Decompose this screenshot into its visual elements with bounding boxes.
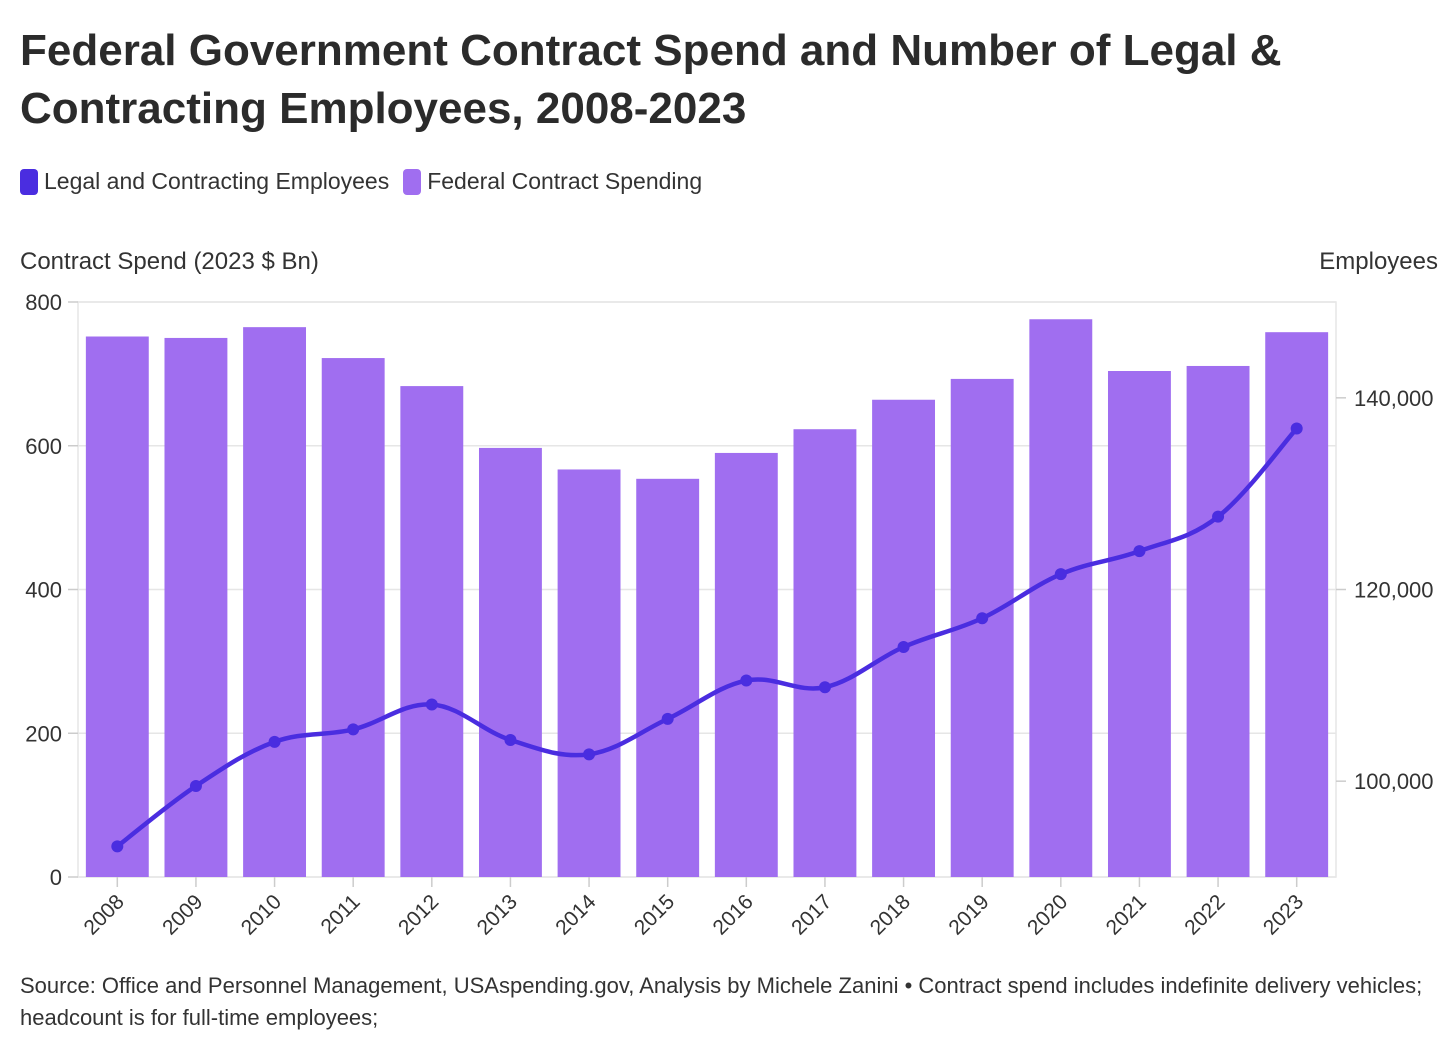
legend-label-employees: Legal and Contracting Employees (44, 168, 390, 194)
x-tick-label: 2009 (158, 890, 207, 939)
x-tick-label: 2008 (80, 890, 129, 939)
y-axis-title-right: Employees (1319, 248, 1438, 275)
x-tick-label: 2016 (709, 890, 758, 939)
x-tick-label: 2023 (1259, 890, 1308, 939)
employees-point-2016 (740, 674, 753, 687)
employees-point-2023 (1290, 422, 1303, 435)
bar-2021 (1107, 371, 1171, 877)
employees-point-2009 (189, 779, 202, 792)
x-tick-label: 2015 (630, 890, 679, 939)
bar-2022 (1186, 365, 1250, 877)
bar-2008 (85, 336, 149, 877)
employees-point-2018 (897, 641, 910, 653)
x-tick-label: 2020 (1023, 890, 1072, 939)
employees-point-2008 (111, 840, 124, 853)
y2-tick-label: 100,000 (1354, 769, 1434, 794)
y-axis-title-left: Contract Spend (2023 $ Bn) (20, 248, 319, 275)
employees-point-2021 (1133, 545, 1146, 558)
employees-point-2015 (661, 712, 674, 725)
employees-point-2011 (347, 723, 360, 736)
x-tick-label: 2019 (944, 890, 993, 939)
legend-swatch-spending (403, 168, 422, 195)
employees-point-2019 (976, 612, 989, 625)
x-tick-label: 2022 (1180, 890, 1229, 939)
legend-item-spending[interactable]: Federal Contract Spending (403, 168, 702, 195)
y-tick-label: 600 (25, 434, 62, 459)
x-tick-label: 2012 (394, 890, 443, 939)
bar-2014 (557, 469, 621, 877)
bar-2012 (400, 386, 464, 877)
bar-2011 (321, 358, 385, 877)
y2-tick-label: 120,000 (1354, 578, 1434, 603)
x-tick-label: 2021 (1102, 890, 1151, 939)
source-note: Source: Office and Personnel Management,… (20, 973, 1423, 1030)
bar-2020 (1029, 319, 1093, 877)
employees-point-2022 (1212, 510, 1225, 523)
x-tick-label: 2013 (473, 890, 522, 939)
combo-chart: 0 200 400 600 800 100,000 120,000 140,000 2008 20… (25, 290, 1434, 940)
legend-label-spending: Federal Contract Spending (427, 168, 703, 194)
chart-title: Federal Government Contract Spend and Nu… (20, 26, 1282, 133)
legend: Legal and Contracting Employees Federal … (20, 168, 702, 195)
bar-2017 (793, 429, 857, 877)
employees-point-2014 (583, 748, 596, 761)
x-tick-label: 2017 (787, 890, 836, 939)
y-tick-label: 0 (50, 865, 62, 890)
y-tick-label: 800 (25, 290, 62, 315)
employees-point-2013 (504, 733, 517, 746)
employees-line (115, 426, 1299, 849)
bar-2013 (478, 447, 542, 877)
employees-point-2020 (1054, 568, 1067, 581)
y-tick-label: 200 (25, 721, 62, 746)
bar-2015 (636, 478, 700, 877)
bar-2023 (1265, 332, 1329, 877)
x-tick-label: 2014 (551, 890, 601, 940)
employees-point-2017 (818, 681, 831, 694)
y2-tick-label: 140,000 (1354, 386, 1434, 411)
employees-point-2010 (268, 735, 281, 748)
y-tick-label: 400 (25, 578, 62, 603)
x-tick-label: 2010 (237, 890, 286, 939)
x-tick-label: 2018 (866, 890, 915, 939)
x-tick-label: 2011 (317, 890, 365, 938)
bar-2016 (714, 452, 778, 877)
bar-2009 (164, 337, 228, 877)
legend-swatch-employees (20, 168, 38, 195)
bar-2010 (243, 327, 307, 877)
legend-item-employees[interactable]: Legal and Contracting Employees (20, 168, 389, 195)
employees-point-2012 (425, 698, 438, 711)
